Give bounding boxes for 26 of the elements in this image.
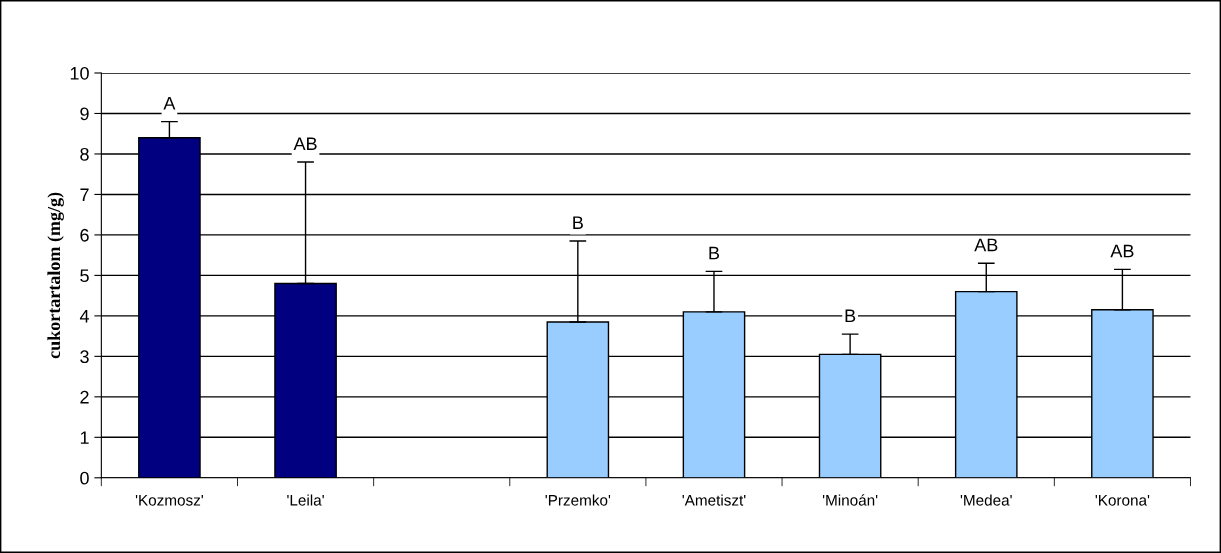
x-tick-label: 'Minoán' (822, 494, 878, 506)
annotation: AB (1110, 244, 1134, 258)
x-tick-label: 'Leila' (287, 494, 324, 506)
y-tick-label: 8 (80, 147, 89, 161)
y-tick-label: 1 (80, 431, 89, 444)
annotation: AB (293, 137, 317, 150)
annotation: B (709, 246, 720, 260)
y-tick-label: 10 (70, 66, 89, 80)
y-tick-label: 5 (80, 269, 89, 283)
y-tick-label: 9 (80, 107, 89, 121)
x-tick-label: 'Medea' (960, 494, 1012, 506)
y-tick-label: 2 (80, 390, 89, 404)
x-tick-label: 'Korona' (1095, 495, 1150, 506)
annotation: B (845, 309, 856, 323)
y-tick-label: 7 (80, 188, 89, 201)
x-tick-label: 'Ametiszt' (682, 494, 746, 506)
annotation: A (163, 97, 176, 110)
annotation: B (573, 216, 583, 229)
x-tick-label: 'Kozmosz' (135, 495, 203, 506)
y-tick-label: 0 (80, 471, 89, 485)
y-tick-label: 4 (79, 309, 90, 323)
y-tick-label: 6 (80, 228, 89, 242)
y-tick-label: 3 (80, 350, 89, 364)
y-axis-title: cukortartalom (mg/g) (47, 192, 64, 359)
x-tick-label: 'Przemko' (545, 494, 611, 506)
annotation: AB (974, 238, 998, 252)
